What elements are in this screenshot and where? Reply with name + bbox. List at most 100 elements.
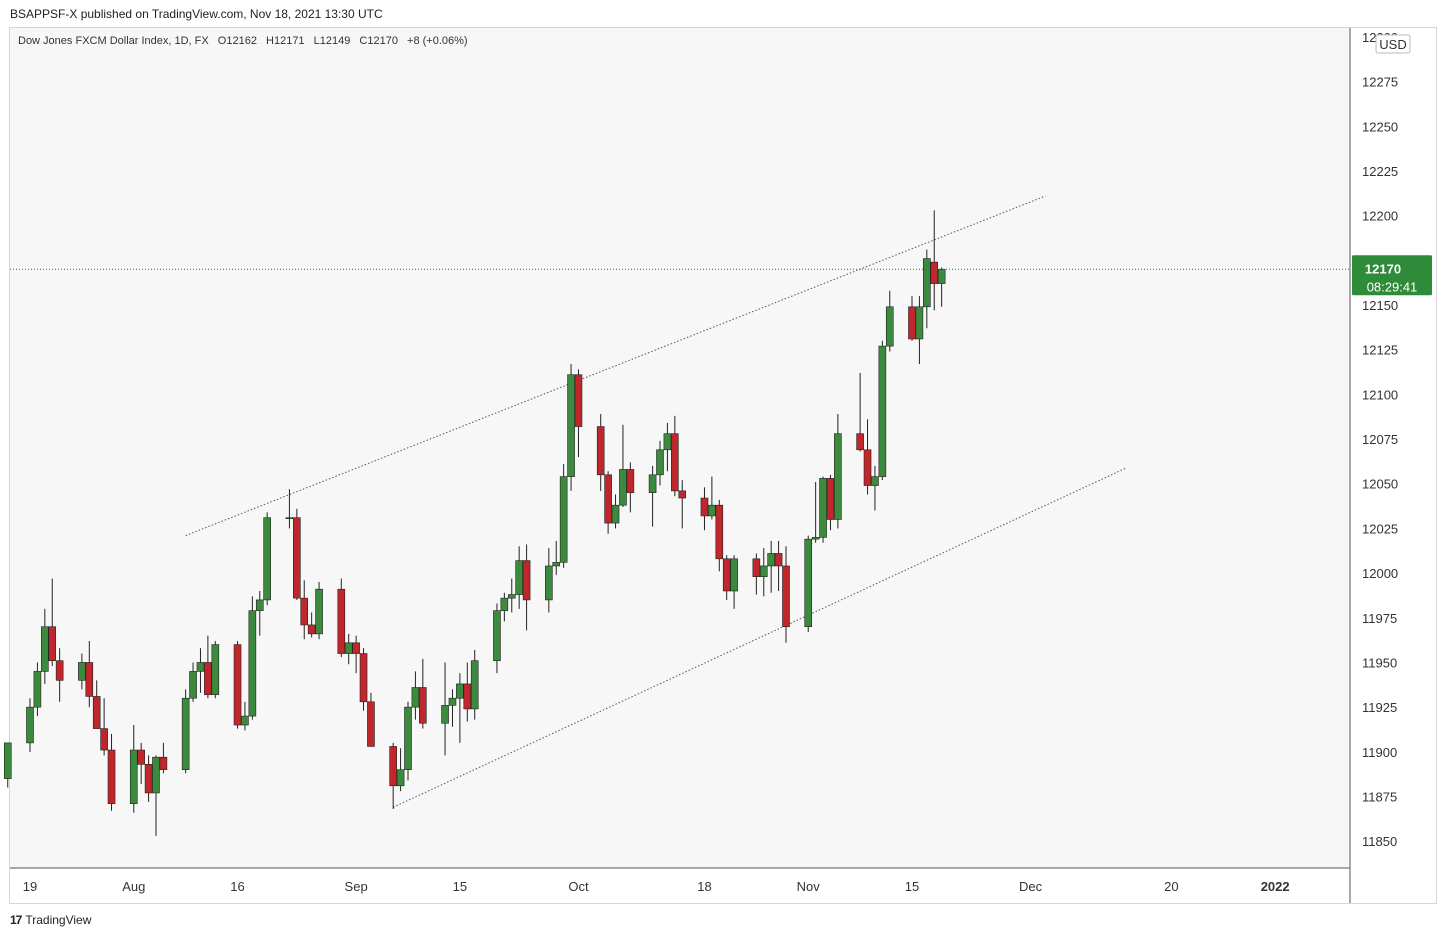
candle (671, 415, 679, 497)
candle-body (722, 558, 731, 592)
candle-body (263, 517, 271, 601)
price-tick-label: 11875 (1362, 790, 1397, 805)
price-tick-label: 11975 (1362, 611, 1397, 626)
candle-body (448, 697, 457, 706)
candle (456, 673, 464, 743)
candle (293, 508, 301, 600)
candle (152, 755, 160, 836)
candle-body (293, 517, 301, 599)
candle (181, 689, 190, 774)
plot-area (10, 28, 1350, 868)
candle (352, 635, 360, 674)
candle-body (211, 644, 220, 695)
time-tick-label: 19 (23, 879, 37, 894)
price-tick-label: 12200 (1362, 209, 1398, 224)
candle (211, 641, 220, 699)
candle-body (656, 449, 664, 476)
currency-label: USD (1379, 37, 1406, 52)
time-tick-label: 2022 (1261, 879, 1290, 894)
price-axis-ticks: 11850 11875 11900 11925 11950 11975 12000 12025… (1362, 30, 1398, 849)
candle (107, 733, 116, 811)
candle-body (915, 306, 924, 340)
time-tick-label: Nov (797, 879, 821, 894)
candle-body (41, 626, 49, 672)
candle-body (48, 626, 57, 661)
candle-body (411, 687, 420, 708)
candle (515, 546, 523, 609)
candle (885, 290, 894, 352)
candle (189, 662, 197, 702)
candle (137, 742, 145, 784)
candle-body (500, 597, 509, 611)
candle (196, 648, 205, 693)
trendline[interactable] (185, 195, 1046, 537)
time-axis-ticks: 19 Aug 16 Sep 15 Oct 18 Nov 15 Dec 20 2022 (23, 879, 1290, 894)
candle (255, 590, 264, 636)
candle (300, 580, 309, 640)
footer-branding[interactable]: 17 TradingView (10, 913, 91, 927)
candle-body (26, 706, 34, 744)
candle-body (552, 562, 561, 567)
candle-body (730, 558, 738, 592)
candle-body (85, 662, 94, 697)
candle-body (196, 662, 205, 672)
candle (722, 555, 731, 600)
candle (871, 465, 879, 511)
candle (559, 464, 568, 568)
candle-body (441, 705, 449, 724)
price-tick-label: 11950 (1362, 655, 1397, 670)
legend-open: O12162 (217, 35, 257, 47)
candle-body (545, 565, 553, 601)
candle-body (923, 258, 931, 308)
candles (3, 210, 946, 836)
legend-close: C12170 (359, 35, 398, 47)
candle-body (352, 642, 360, 654)
currency-badge[interactable] (1375, 34, 1411, 54)
candle (41, 608, 49, 684)
candle (678, 480, 687, 529)
candle-body (826, 478, 835, 520)
candle-body (574, 374, 583, 427)
candle (411, 671, 420, 720)
candle-body (856, 433, 864, 451)
candle (470, 649, 479, 720)
candle (315, 582, 323, 640)
candle (930, 210, 939, 311)
time-tick-label: Oct (568, 879, 589, 894)
candle-body (204, 662, 212, 695)
candle-body (759, 565, 768, 577)
time-tick-label: 15 (453, 879, 467, 894)
candle (507, 578, 516, 613)
candle-body (100, 728, 108, 751)
candle-body (834, 433, 842, 520)
candle (656, 440, 664, 486)
publisher-caption: BSAPPSF-X published on TradingView.com, … (10, 7, 383, 21)
price-tick-label: 12000 (1362, 566, 1398, 581)
candle (730, 555, 738, 609)
candle-body (700, 497, 709, 517)
price-tick-label: 12050 (1362, 477, 1398, 492)
candle-body (648, 474, 657, 493)
candle-body (92, 696, 101, 729)
candle-body (255, 599, 264, 611)
candle-body (596, 426, 605, 476)
price-tick-label: 12125 (1362, 343, 1398, 358)
candle-body (752, 558, 761, 577)
candle-body (470, 660, 479, 710)
candle (241, 701, 249, 731)
candle-body (396, 769, 405, 787)
candle-body (522, 560, 531, 601)
candle (648, 465, 657, 527)
candle (826, 474, 835, 531)
candle-body (248, 610, 257, 717)
candle (389, 742, 397, 810)
candle (545, 548, 553, 613)
candle-body (152, 756, 160, 794)
price-tick-label: 12100 (1362, 387, 1398, 402)
candle (78, 653, 86, 690)
candle (55, 648, 64, 702)
candle (878, 340, 887, 481)
candle-body (107, 749, 116, 804)
candle (767, 540, 775, 593)
